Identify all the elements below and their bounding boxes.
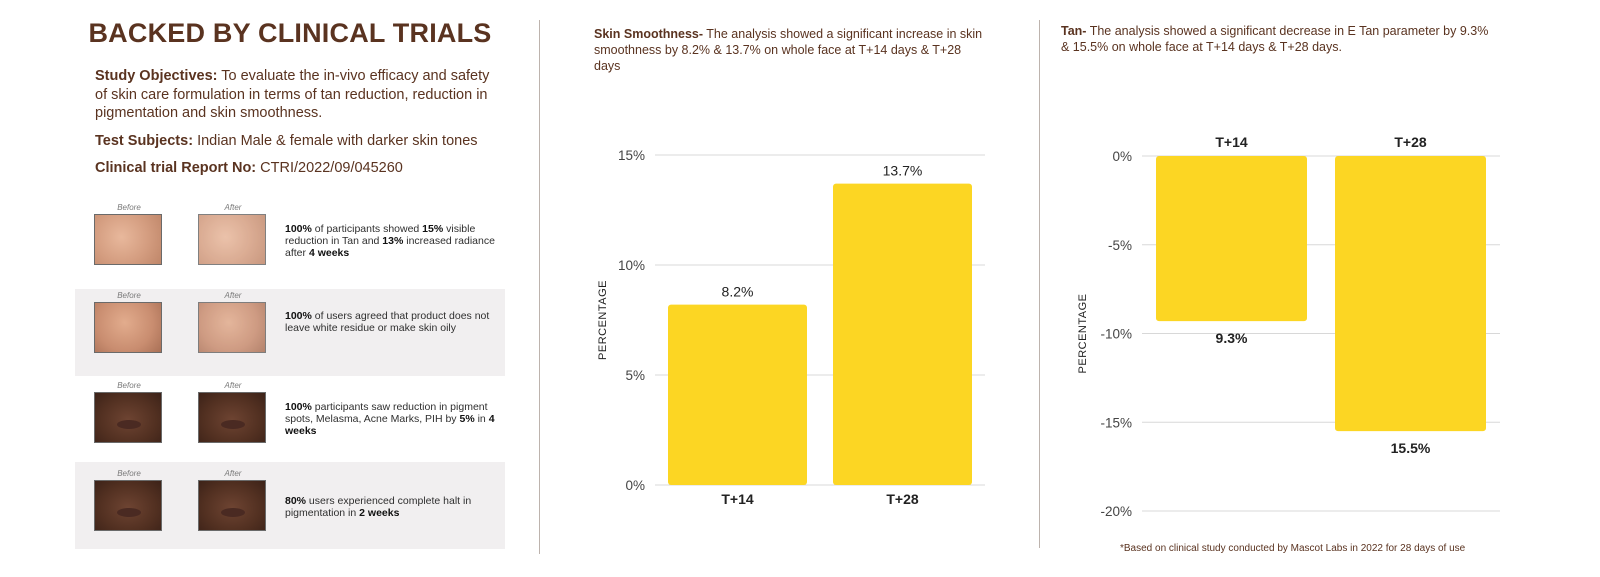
before-photo bbox=[94, 302, 162, 353]
skin-smoothness-chart: 0% 5% 10% 15% 8.2% T+14 13.7% T+28 PERCENTAGE bbox=[597, 148, 985, 507]
after-caption: After bbox=[224, 203, 242, 212]
tan-text: The analysis showed a significant decrea… bbox=[1061, 24, 1489, 54]
smoothness-text: The analysis showed a significant increa… bbox=[594, 27, 983, 73]
before-caption: Before bbox=[117, 469, 141, 478]
result-row: Before After 100% of participants showed… bbox=[75, 202, 505, 289]
objectives-label: Study Objectives: bbox=[95, 68, 218, 84]
x-tick-label: T+28 bbox=[1394, 134, 1427, 150]
after-caption: After bbox=[224, 469, 242, 478]
before-caption: Before bbox=[117, 291, 141, 300]
smoothness-note: Skin Smoothness- The analysis showed a s… bbox=[594, 26, 984, 74]
objectives-text: To evaluate the in-vivo efficacy and saf… bbox=[95, 68, 490, 121]
x-tick-label: T+14 bbox=[1215, 134, 1248, 150]
data-label: 13.7% bbox=[883, 163, 923, 179]
study-objectives: Study Objectives: To evaluate the in-viv… bbox=[95, 67, 505, 123]
y-axis-label: PERCENTAGE bbox=[1077, 294, 1089, 374]
y-tick-label: -10% bbox=[1100, 327, 1132, 342]
result-text: 100% of participants showed 15% visible … bbox=[285, 223, 495, 259]
y-tick-label: 0% bbox=[625, 478, 645, 493]
result-row: Before After 100% of users agreed that p… bbox=[75, 289, 505, 376]
tan-note: Tan- The analysis showed a significant d… bbox=[1061, 23, 1491, 55]
result-row: Before After 100% participants saw reduc… bbox=[75, 376, 505, 463]
data-label: 15.5% bbox=[1391, 440, 1431, 456]
smoothness-label: Skin Smoothness- bbox=[594, 27, 704, 41]
after-photo bbox=[198, 392, 266, 443]
bar bbox=[1335, 156, 1486, 432]
x-tick-label: T+28 bbox=[886, 491, 919, 507]
before-photo bbox=[94, 392, 162, 443]
footnote: *Based on clinical study conducted by Ma… bbox=[1120, 543, 1466, 554]
after-photo bbox=[198, 302, 266, 353]
after-caption: After bbox=[224, 291, 242, 300]
y-tick-label: 10% bbox=[618, 258, 645, 273]
y-tick-label: 15% bbox=[618, 148, 645, 163]
tan-label: Tan- bbox=[1061, 24, 1087, 38]
study-panel: BACKED BY CLINICAL TRIALS Study Objectiv… bbox=[75, 0, 505, 577]
subjects-label: Test Subjects: bbox=[95, 133, 194, 149]
result-text: 100% of users agreed that product does n… bbox=[285, 310, 490, 334]
data-label: 8.2% bbox=[722, 284, 754, 300]
y-tick-label: -5% bbox=[1108, 238, 1132, 253]
after-caption: After bbox=[224, 381, 242, 390]
trial-report: Clinical trial Report No: CTRI/2022/09/0… bbox=[95, 160, 515, 176]
after-photo bbox=[198, 480, 266, 531]
page-title: BACKED BY CLINICAL TRIALS bbox=[88, 18, 492, 48]
y-axis-label: PERCENTAGE bbox=[597, 280, 609, 360]
report-label: Clinical trial Report No: bbox=[95, 160, 257, 176]
y-tick-label: 5% bbox=[625, 368, 645, 383]
tan-chart: 0% -5% -10% -15% -20% 9.3% T+14 15.5% T+28 PERCEN… bbox=[1077, 134, 1500, 519]
y-tick-label: -20% bbox=[1100, 504, 1132, 519]
result-row: Before After 80% users experienced compl… bbox=[75, 462, 505, 549]
result-text: 80% users experienced complete halt in p… bbox=[285, 495, 472, 519]
test-subjects: Test Subjects: Indian Male & female with… bbox=[95, 133, 515, 149]
divider bbox=[1039, 20, 1040, 548]
divider bbox=[539, 20, 540, 554]
y-tick-label: -15% bbox=[1100, 415, 1132, 430]
after-photo bbox=[198, 214, 266, 265]
before-caption: Before bbox=[117, 381, 141, 390]
x-tick-label: T+14 bbox=[721, 491, 754, 507]
subjects-text: Indian Male & female with darker skin to… bbox=[197, 133, 478, 149]
bar bbox=[1156, 156, 1307, 322]
before-photo bbox=[94, 480, 162, 531]
before-caption: Before bbox=[117, 203, 141, 212]
bar bbox=[833, 183, 972, 485]
result-text: 100% participants saw reduction in pigme… bbox=[285, 401, 495, 435]
data-label: 9.3% bbox=[1216, 330, 1248, 346]
before-photo bbox=[94, 214, 162, 265]
y-tick-label: 0% bbox=[1112, 149, 1132, 164]
bar bbox=[668, 304, 807, 485]
report-text: CTRI/2022/09/045260 bbox=[260, 160, 403, 176]
